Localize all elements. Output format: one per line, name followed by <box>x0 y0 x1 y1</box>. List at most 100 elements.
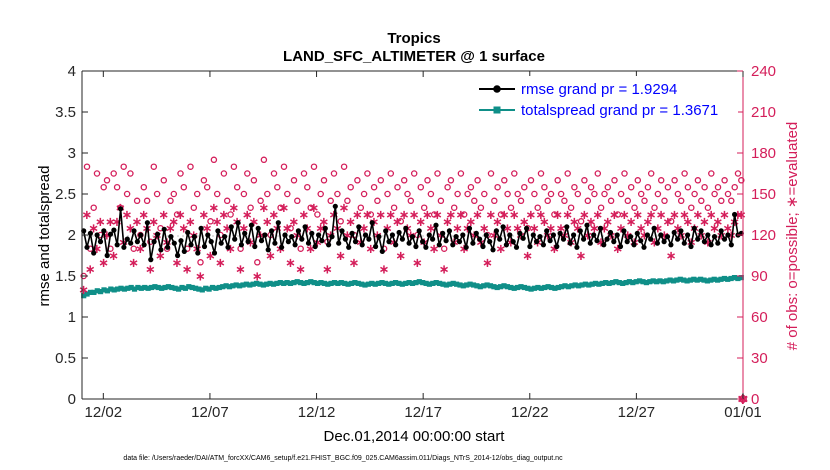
chart-title-line2: LAND_SFC_ALTIMETER @ 1 surface <box>283 48 545 65</box>
spread-point <box>454 281 460 287</box>
spread-point <box>416 279 422 285</box>
spread-point <box>240 282 246 288</box>
rmse-point <box>675 236 681 242</box>
spread-point <box>464 282 470 288</box>
obs-evaluated-point: ∗ <box>496 242 507 257</box>
obs-possible-point <box>287 224 294 232</box>
obs-possible-point <box>360 190 368 198</box>
spread-point <box>603 280 609 286</box>
x-tick-label: 01/01 <box>724 404 762 421</box>
obs-possible-point <box>691 190 698 198</box>
obs-evaluated-point: ∗ <box>472 208 483 223</box>
spread-point <box>660 279 666 285</box>
obs-possible-point <box>594 170 602 177</box>
rmse-point <box>154 231 161 237</box>
spread-point <box>470 282 477 288</box>
obs-evaluated-point: ∗ <box>392 215 403 230</box>
rmse-point <box>275 220 281 226</box>
obs-possible-point <box>260 156 268 164</box>
obs-possible-point <box>571 183 578 191</box>
obs-possible-point <box>300 170 308 177</box>
spread-point <box>128 284 134 291</box>
obs-possible-point <box>407 197 415 205</box>
rmse-point <box>238 242 244 248</box>
rmse-point <box>312 243 318 250</box>
obs-possible-point <box>347 183 354 191</box>
obs-evaluated-point: ∗ <box>526 208 537 223</box>
obs-possible-point <box>738 177 745 184</box>
spread-point <box>413 280 419 286</box>
rmse-point <box>393 242 399 248</box>
obs-evaluated-point: ∗ <box>385 208 396 223</box>
spread-point <box>247 282 253 288</box>
obs-possible-point <box>591 190 598 198</box>
rmse-point <box>443 238 449 244</box>
rmse-point <box>107 231 114 237</box>
obs-possible-point <box>497 211 505 218</box>
spread-point <box>362 282 368 288</box>
obs-evaluated-point: ∗ <box>455 208 466 223</box>
obs-evaluated-point: ∗ <box>669 208 680 223</box>
rmse-point <box>487 239 493 245</box>
rmse-point <box>641 244 647 250</box>
rmse-point <box>510 239 516 245</box>
obs-possible-point <box>427 190 435 198</box>
rmse-point <box>403 225 409 231</box>
spread-point <box>345 281 351 287</box>
rmse-point <box>258 238 265 244</box>
rmse-point <box>648 236 654 242</box>
spread-point <box>525 285 531 291</box>
rmse-point <box>336 240 342 246</box>
rmse-point <box>577 228 583 234</box>
obs-evaluated-point: ∗ <box>339 201 350 216</box>
y-tick-label-left: 3.5 <box>55 104 76 121</box>
spread-point <box>728 275 734 282</box>
obs-evaluated-point: ∗ <box>165 222 176 237</box>
y-tick-label-left: 2 <box>68 227 76 244</box>
obs-evaluated-point: ∗ <box>439 263 450 278</box>
obs-evaluated-point: ∗ <box>269 208 280 223</box>
rmse-point <box>534 239 540 245</box>
rmse-point <box>661 239 667 245</box>
obs-evaluated-point: ∗ <box>429 242 440 257</box>
spread-point <box>250 281 256 287</box>
obs-evaluated-point: ∗ <box>105 215 116 230</box>
rmse-point <box>708 242 714 248</box>
spread-point <box>548 284 555 291</box>
obs-evaluated-point: ∗ <box>195 270 206 285</box>
obs-evaluated-point: ∗ <box>282 222 293 237</box>
obs-evaluated-point: ∗ <box>486 208 497 223</box>
rmse-point <box>369 220 375 226</box>
obs-possible-point <box>724 190 732 198</box>
obs-evaluated-point: ∗ <box>158 208 169 223</box>
spread-point <box>504 284 510 290</box>
rmse-point <box>359 242 365 248</box>
spread-point <box>308 279 314 285</box>
rmse-point <box>349 230 355 236</box>
obs-possible-point <box>514 190 521 198</box>
obs-evaluated-point: ∗ <box>409 208 420 223</box>
obs-possible-point <box>90 204 97 211</box>
obs-possible-point <box>567 204 575 211</box>
rmse-point <box>688 243 694 250</box>
rmse-point <box>389 232 395 238</box>
obs-evaluated-point: ∗ <box>499 208 510 223</box>
obs-possible-point <box>200 177 208 184</box>
spread-point <box>613 279 619 285</box>
rmse-point <box>658 232 664 238</box>
obs-evaluated-point: ∗ <box>562 208 573 223</box>
obs-evaluated-point: ∗ <box>652 222 663 237</box>
obs-possible-point <box>370 183 378 191</box>
chart-title-line1: Tropics <box>387 30 440 47</box>
obs-possible-point <box>507 204 515 211</box>
obs-possible-point <box>193 190 201 198</box>
spread-point <box>172 285 178 291</box>
spread-point <box>433 280 439 286</box>
rmse-point <box>671 229 677 236</box>
rmse-point <box>470 240 476 246</box>
spread-point <box>233 282 239 288</box>
spread-point <box>474 283 480 289</box>
spread-point <box>111 287 117 293</box>
obs-possible-point <box>597 204 605 211</box>
rmse-point <box>621 228 627 234</box>
